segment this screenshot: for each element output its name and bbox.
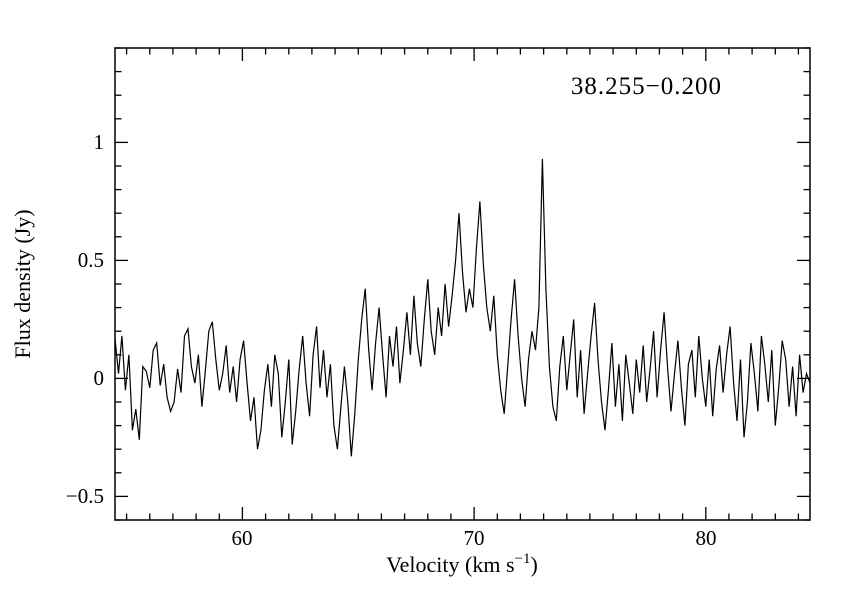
y-tick-label-neg0p5: −0.5 <box>66 484 104 508</box>
x-axis-title-pre: Velocity (km s <box>386 552 514 577</box>
x-tick-label-70: 70 <box>464 526 485 550</box>
y-tick-label-0: 0 <box>94 366 105 390</box>
x-tick-label-80: 80 <box>696 526 717 550</box>
spectrum-line <box>114 158 811 457</box>
y-tick-label-0p5: 0.5 <box>78 248 104 272</box>
x-axis-title-superscript: −1 <box>515 551 531 567</box>
y-tick-label-1: 1 <box>94 130 105 154</box>
x-tick-label-60: 60 <box>232 526 253 550</box>
source-name-label: 38.255−0.200 <box>571 73 722 100</box>
x-axis-title: Velocity (km s−1) <box>386 551 538 577</box>
plot-frame <box>114 47 811 521</box>
y-axis-title: Flux density (Jy) <box>10 209 35 358</box>
x-axis-title-post: ) <box>530 552 537 577</box>
axis-ticks <box>115 47 810 521</box>
